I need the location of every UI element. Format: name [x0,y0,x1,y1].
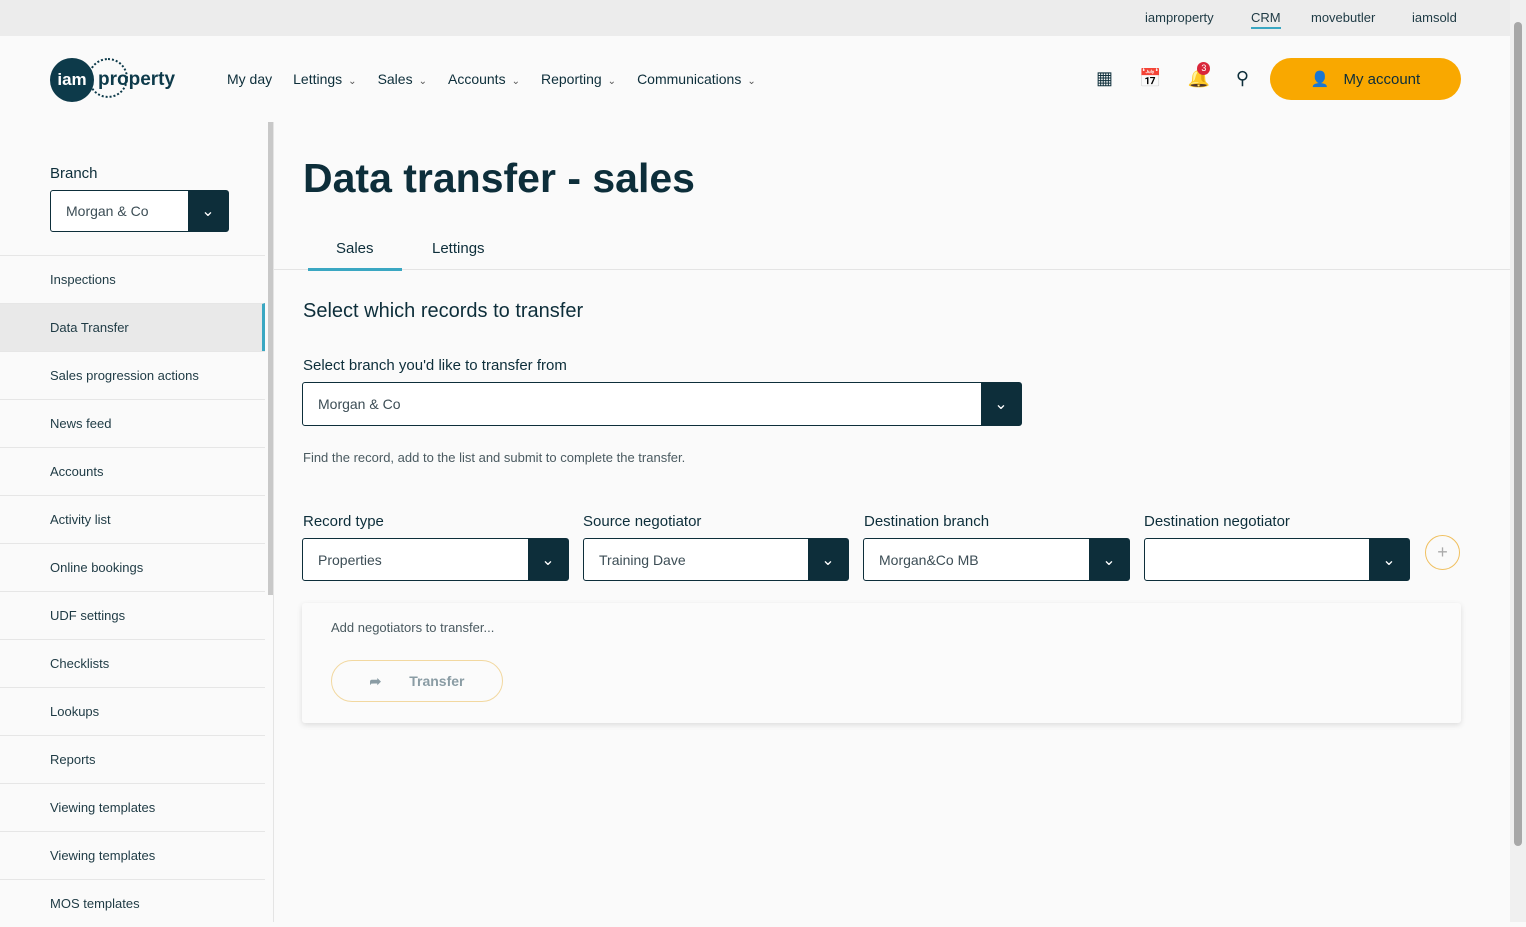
chevron-down-icon: ⌄ [808,539,848,580]
add-button[interactable]: + [1425,535,1460,570]
plus-icon: + [1437,542,1448,562]
card-text: Add negotiators to transfer... [331,620,495,635]
transfer-branch-label: Select branch you'd like to transfer fro… [303,357,567,374]
chevron-down-icon: ⌄ [188,191,228,231]
my-account-button[interactable]: 👤 My account [1270,58,1461,100]
user-icon: 👤 [1310,71,1330,88]
nav-reporting[interactable]: Reporting ⌄ [540,71,617,87]
link-movebutler[interactable]: movebutler [1311,10,1376,25]
chevron-down-icon: ⌄ [981,383,1021,425]
page-scrollbar[interactable] [1510,0,1526,922]
header: iam property My day Lettings ⌄ Sales ⌄ Acco… [0,36,1510,122]
sidebar-item-mos-templates[interactable]: MOS templates [0,879,265,927]
sidebar-item-online-bookings[interactable]: Online bookings [0,543,265,591]
logo[interactable]: iam property [50,58,175,102]
source-negotiator-select[interactable]: Training Dave ⌄ [583,538,849,581]
calendar-icon[interactable]: 📅 [1139,68,1162,88]
sidebar-scrollbar[interactable] [268,122,273,595]
chevron-down-icon: ⌄ [528,539,568,580]
main-nav: My day Lettings ⌄ Sales ⌄ Accounts ⌄ Report… [227,71,756,87]
link-iamproperty[interactable]: iamproperty [1145,10,1214,25]
chevron-down-icon: ⌄ [747,76,756,87]
destination-branch-select[interactable]: Morgan&Co MB ⌄ [863,538,1130,581]
branch-label: Branch [50,165,98,182]
chevron-down-icon: ⌄ [1369,539,1409,580]
tabs: Sales Lettings [274,226,1510,271]
apps-grid-icon[interactable]: ▦ [1096,68,1114,88]
chevron-down-icon: ⌄ [1089,539,1129,580]
nav-lettings[interactable]: Lettings ⌄ [293,71,357,87]
transfer-button[interactable]: ➦ Transfer [331,660,503,702]
branch-select[interactable]: Morgan & Co ⌄ [50,190,229,232]
tab-lettings[interactable]: Lettings [432,240,485,257]
sidebar-item-viewing-templates[interactable]: Viewing templates [0,783,265,831]
sidebar-item-accounts[interactable]: Accounts [0,447,265,495]
nav-communications[interactable]: Communications ⌄ [637,71,756,87]
sidebar: Branch Morgan & Co ⌄ Inspections Data Tra… [0,122,265,922]
top-bar: iamproperty CRM movebutler iamsold [0,0,1510,36]
sidebar-item-inspections[interactable]: Inspections [0,255,265,303]
page-title: Data transfer - sales [303,155,695,201]
tab-sales[interactable]: Sales [308,240,402,271]
sidebar-item-sales-progression[interactable]: Sales progression actions [0,351,265,399]
sidebar-item-data-transfer[interactable]: Data Transfer [0,303,265,351]
search-icon[interactable]: ⚲ [1235,68,1250,88]
chevron-down-icon: ⌄ [418,76,427,87]
notification-badge: 3 [1197,62,1211,75]
chevron-down-icon: ⌄ [607,76,617,87]
share-arrow-icon: ➦ [369,672,382,689]
destination-negotiator-label: Destination negotiator [1144,513,1290,530]
nav-accounts[interactable]: Accounts ⌄ [447,71,520,87]
link-iamsold[interactable]: iamsold [1412,10,1457,25]
sidebar-item-reports[interactable]: Reports [0,735,265,783]
sidebar-item-udf-settings[interactable]: UDF settings [0,591,265,639]
link-crm[interactable]: CRM [1251,10,1281,29]
chevron-down-icon: ⌄ [511,76,520,87]
bell-icon[interactable]: 🔔 3 [1187,62,1211,88]
nav-my-day[interactable]: My day [227,71,273,87]
sidebar-item-activity-list[interactable]: Activity list [0,495,265,543]
transfer-card: Add negotiators to transfer... ➦ Transfer [302,603,1461,723]
sidebar-item-news-feed[interactable]: News feed [0,399,265,447]
nav-sales[interactable]: Sales ⌄ [377,71,427,87]
sidebar-item-viewing-templates-2[interactable]: Viewing templates [0,831,265,879]
section-title: Select which records to transfer [303,300,584,322]
hint-text: Find the record, add to the list and sub… [303,450,686,465]
transfer-branch-select[interactable]: Morgan & Co ⌄ [302,382,1022,426]
source-negotiator-label: Source negotiator [583,513,702,530]
record-type-select[interactable]: Properties ⌄ [302,538,569,581]
record-type-label: Record type [303,513,384,530]
destination-negotiator-select[interactable]: ⌄ [1144,538,1410,581]
chevron-down-icon: ⌄ [348,76,357,87]
sidebar-item-checklists[interactable]: Checklists [0,639,265,687]
destination-branch-label: Destination branch [864,513,990,530]
sidebar-item-lookups[interactable]: Lookups [0,687,265,735]
